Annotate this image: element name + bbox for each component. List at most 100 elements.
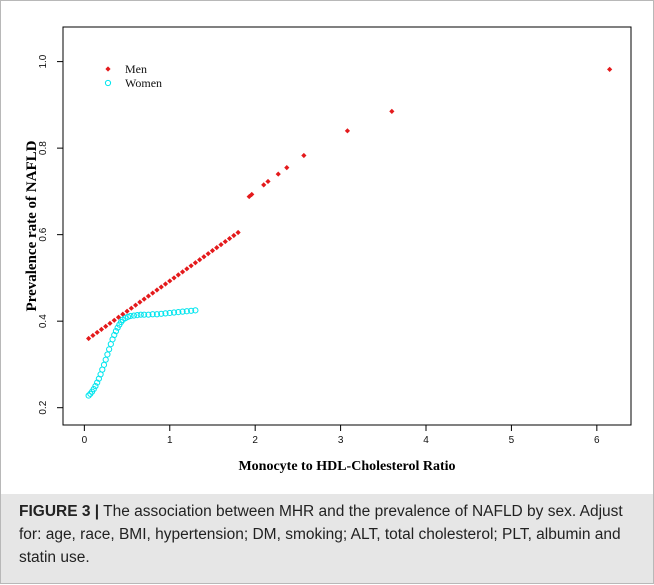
point-women — [175, 308, 182, 316]
y-tick-label: 0.6 — [38, 227, 49, 241]
point-men — [90, 332, 96, 339]
x-tick-label: 6 — [594, 435, 600, 446]
point-women — [166, 309, 173, 317]
point-men — [154, 287, 160, 293]
point-men — [175, 272, 181, 278]
point-men — [222, 238, 228, 245]
point-men — [301, 152, 307, 159]
point-men — [201, 254, 207, 260]
point-men — [249, 191, 255, 198]
point-men — [107, 320, 113, 326]
series-women — [85, 307, 199, 399]
point-women — [90, 385, 97, 393]
series-men — [86, 66, 613, 342]
series-layer — [85, 66, 613, 399]
point-men — [284, 164, 290, 171]
point-women — [149, 311, 156, 318]
point-men — [133, 302, 139, 308]
x-tick-label: 5 — [509, 435, 515, 446]
point-men — [275, 171, 281, 177]
figure-label: FIGURE 3 | — [19, 503, 100, 520]
point-men — [209, 248, 216, 254]
point-women — [158, 310, 165, 317]
y-tick-label: 1.0 — [38, 54, 49, 68]
caption-text: The association between MHR and the prev… — [19, 503, 623, 566]
point-men — [124, 308, 130, 314]
point-men — [115, 314, 122, 320]
point-men — [98, 326, 105, 332]
point-women — [94, 379, 101, 386]
point-men — [167, 278, 173, 284]
point-women — [188, 307, 195, 314]
point-women — [114, 324, 121, 331]
y-axis-title: Prevalence rate of NAFLD — [24, 140, 40, 311]
point-women — [112, 328, 120, 335]
point-men — [120, 311, 126, 317]
point-women — [141, 311, 148, 318]
point-women — [102, 356, 109, 363]
point-men — [128, 305, 134, 311]
point-men — [111, 317, 117, 323]
point-women — [179, 308, 186, 315]
point-men — [214, 245, 220, 251]
caption-band — [1, 494, 653, 583]
point-men — [158, 284, 164, 290]
x-tick-label: 3 — [338, 435, 344, 446]
point-men — [150, 290, 156, 296]
point-men — [261, 182, 267, 188]
y-tick-label: 0.8 — [38, 141, 49, 155]
point-women — [100, 361, 108, 368]
point-women — [183, 308, 190, 315]
point-men — [141, 296, 147, 302]
legend-marker-men — [105, 66, 111, 72]
legend-marker-women — [104, 79, 112, 87]
point-men — [607, 66, 613, 72]
y-tick-label: 0.4 — [38, 314, 49, 328]
point-men — [265, 178, 271, 185]
point-men — [145, 293, 152, 299]
x-tick-label: 0 — [82, 435, 88, 446]
x-axis-title: Monocyte to HDL-Cholesterol Ratio — [238, 459, 455, 474]
x-tick-label: 4 — [423, 435, 429, 446]
y-tick-label: 0.2 — [38, 400, 49, 414]
point-women — [137, 311, 144, 318]
point-men — [235, 229, 241, 236]
point-women — [170, 309, 178, 316]
point-men — [137, 299, 143, 305]
point-men — [171, 275, 177, 281]
point-women — [145, 311, 152, 318]
point-men — [162, 281, 169, 287]
point-men — [94, 329, 100, 336]
plot-border — [62, 26, 632, 426]
y-axis: 0.2 0.4 0.6 0.8 1.0 — [38, 54, 63, 415]
point-women — [153, 311, 161, 318]
point-women — [104, 351, 111, 358]
point-women — [127, 312, 134, 320]
point-women — [192, 307, 199, 314]
point-women — [162, 310, 169, 317]
point-men — [197, 257, 203, 263]
point-men — [205, 251, 211, 257]
point-men — [188, 263, 194, 269]
point-women — [92, 382, 99, 390]
point-men — [226, 235, 233, 242]
point-men — [231, 232, 237, 239]
point-women — [130, 312, 137, 319]
point-men — [103, 323, 109, 329]
point-men — [218, 242, 224, 248]
x-axis: 0 1 2 3 4 5 6 — [82, 425, 600, 446]
x-tick-label: 2 — [252, 435, 258, 446]
point-men — [179, 269, 186, 275]
point-women — [111, 331, 118, 339]
point-men — [184, 266, 190, 272]
point-women — [134, 312, 141, 319]
x-tick-label: 1 — [167, 435, 173, 446]
point-men — [86, 335, 92, 342]
figure-caption: FIGURE 3 | The association between MHR a… — [19, 500, 639, 569]
point-women — [106, 346, 113, 353]
point-women — [85, 392, 92, 399]
point-men — [192, 260, 198, 266]
